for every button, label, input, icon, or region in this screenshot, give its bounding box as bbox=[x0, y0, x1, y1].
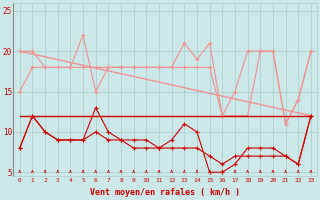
X-axis label: Vent moyen/en rafales ( km/h ): Vent moyen/en rafales ( km/h ) bbox=[90, 188, 240, 197]
